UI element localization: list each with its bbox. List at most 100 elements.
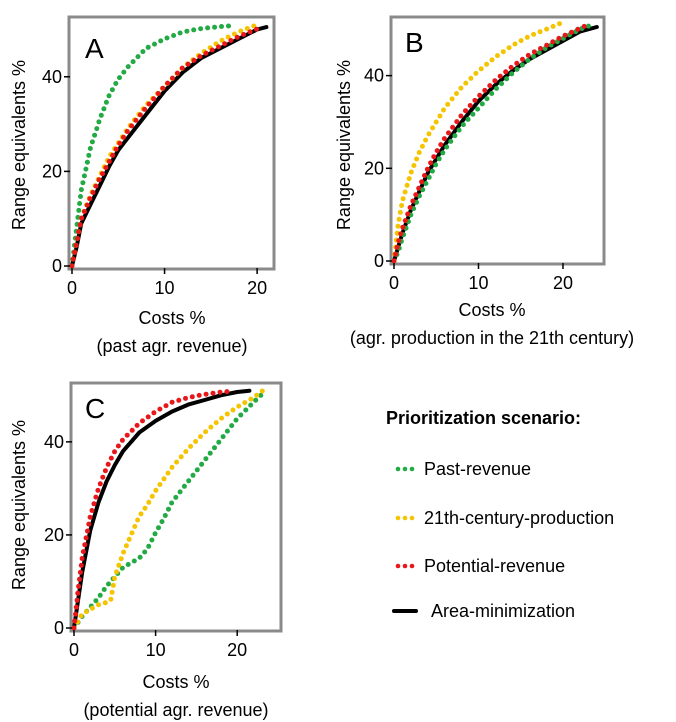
data-point [157,482,163,487]
data-point [581,23,587,29]
data-point [100,171,105,177]
data-point [197,54,203,60]
data-point [77,576,82,582]
data-point [419,143,425,149]
series-area-minimization [72,388,252,630]
series-line [70,25,269,268]
y-tick-label: 20 [44,525,64,545]
data-point [72,249,78,255]
data-point [416,150,422,155]
data-point [216,44,221,50]
data-point [146,101,152,107]
data-point [132,524,138,529]
data-point [411,163,417,168]
data-point [463,80,469,86]
data-point [208,424,214,430]
data-point [96,119,102,125]
data-point [108,596,114,602]
data-point [77,201,83,206]
data-point [94,126,100,132]
data-point [550,39,556,45]
data-point [456,127,462,133]
data-point [86,521,92,527]
data-point [482,87,488,93]
data-point [109,589,115,595]
data-point [76,583,82,589]
data-point [544,42,550,48]
data-point [210,390,216,396]
plot-frame [67,15,276,271]
data-point [448,138,454,144]
data-point [73,604,79,610]
data-point [109,87,115,93]
data-point [413,192,419,198]
data-point [258,392,264,398]
data-point [183,449,189,455]
series-potential-revenue [69,26,259,269]
data-point [205,25,211,31]
data-point [117,140,123,146]
data-point [101,587,107,592]
data-point [78,194,83,199]
data-point [430,125,436,131]
data-point [229,423,235,429]
data-point [179,65,185,71]
data-point [394,244,400,250]
legend-swatch [395,563,415,569]
data-point [89,508,95,513]
x-tick-label: 20 [247,278,267,298]
data-point [216,439,222,445]
data-point [96,602,101,608]
data-point [537,29,543,35]
data-point [160,85,166,91]
data-point [575,26,581,32]
data-point [161,476,167,482]
x-axis-label: Costs % [142,672,209,692]
data-point [83,609,89,615]
data-point [503,69,509,75]
data-point [531,31,537,37]
data-point [135,54,141,60]
data-point [224,428,230,434]
data-point [70,256,76,262]
data-point [123,543,129,549]
data-point [185,61,191,67]
series-21th-century-production [71,388,265,631]
data-point [238,28,244,34]
data-point [142,549,148,555]
data-point [133,117,139,123]
data-point [472,97,478,103]
data-point [113,81,119,86]
data-point [440,150,446,156]
data-point [83,535,89,541]
data-point [93,494,99,500]
data-point [110,152,116,158]
data-point [433,162,439,168]
data-point [504,76,510,82]
data-point [145,44,151,50]
data-point [426,174,432,180]
data-point [177,489,183,495]
data-point [89,139,95,145]
data-point [96,177,102,183]
series-layer [391,21,599,264]
data-point [171,33,177,38]
data-point [254,392,260,398]
x-axis-sublabel: (potential agr. revenue) [83,700,268,720]
data-point [217,389,223,395]
data-point [124,432,130,438]
data-point [69,263,75,269]
data-point [207,450,213,456]
x-axis-label: Costs % [458,300,525,320]
data-point [454,119,460,125]
legend-label: Potential-revenue [424,556,565,576]
data-point [97,481,103,487]
series-layer [69,23,269,269]
data-point [487,83,493,89]
data-point [512,41,518,47]
data-point [199,461,205,467]
data-point [479,101,485,107]
data-point [73,242,79,248]
data-point [146,543,152,549]
panel-c: 0 10 20 0 20 40 C Costs % (potential agr. rev… [9,381,283,720]
